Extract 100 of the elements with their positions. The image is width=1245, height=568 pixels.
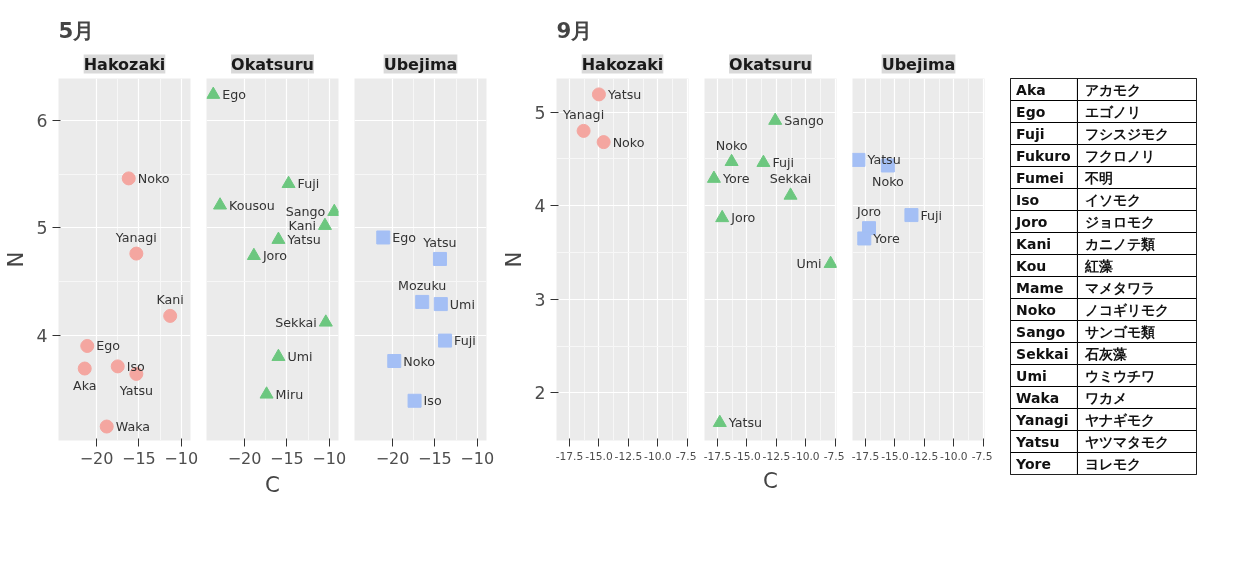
point	[110, 359, 125, 374]
point	[121, 171, 136, 186]
annotation: Iso	[126, 358, 146, 374]
x-tick-label: -15.0	[881, 449, 909, 463]
x-tick-label: -15.0	[733, 449, 761, 463]
point	[163, 308, 178, 323]
point	[715, 209, 730, 223]
x-tick-label: −20	[79, 448, 114, 468]
x-tick-label: -7.5	[675, 449, 697, 463]
point	[596, 135, 611, 150]
x-tick-label: -10.0	[644, 449, 672, 463]
text: Fuji	[1016, 125, 1045, 142]
annotation: Miru	[275, 386, 304, 402]
point	[259, 386, 274, 399]
text: イソモク	[1084, 191, 1141, 208]
text: フクロノリ	[1084, 147, 1155, 164]
point	[433, 297, 448, 312]
x-tick-label: −10	[312, 448, 347, 468]
annotation: Ego	[96, 338, 121, 354]
x-tick-label: -10.0	[792, 449, 820, 463]
point	[246, 247, 261, 260]
text: Kou	[1016, 257, 1047, 274]
x-tick-label: −20	[375, 448, 410, 468]
annotation: Ego	[392, 229, 417, 245]
text: Aka	[1016, 81, 1046, 98]
point	[724, 153, 739, 166]
x-tick-label: -17.5	[703, 449, 732, 463]
annotation: Yatsu	[606, 86, 642, 102]
y-tick-label: 4	[36, 325, 48, 346]
y-tick-label: 4	[534, 196, 546, 217]
text: サンゴモ類	[1084, 323, 1155, 340]
text: Sango	[1016, 323, 1066, 340]
annotation: Kousou	[229, 197, 275, 213]
annotation: Yatsu	[866, 152, 901, 168]
annotation: Noko	[403, 353, 436, 369]
y-axis-title: N	[501, 251, 527, 268]
x-tick-label: -15.0	[585, 449, 613, 463]
text: カニノテ類	[1084, 235, 1155, 252]
point	[206, 86, 221, 99]
text: Noko	[1016, 301, 1056, 318]
text: Umi	[1016, 367, 1047, 384]
text: ヤナギモク	[1084, 411, 1155, 428]
x-tick-label: -12.5	[762, 449, 791, 463]
annotation: Yatsu	[286, 232, 321, 248]
annotation: Noko	[871, 174, 905, 190]
text: Joro	[1016, 213, 1048, 230]
point	[756, 154, 771, 167]
point	[213, 197, 228, 210]
annotation: Yore	[721, 171, 750, 187]
annotation: Joro	[730, 210, 756, 226]
point	[591, 87, 606, 102]
annotation: Joro	[855, 204, 882, 220]
point	[857, 231, 872, 246]
point	[904, 208, 919, 223]
point	[432, 251, 447, 266]
text: Ego	[1016, 103, 1046, 120]
text: ヤツマタモク	[1084, 433, 1169, 450]
x-tick-label: −15	[270, 448, 304, 468]
x-axis-title: C	[763, 467, 778, 493]
x-tick-label: −10	[164, 448, 199, 468]
text: Yatsu	[1016, 433, 1060, 450]
text: ジョロモク	[1084, 213, 1155, 230]
point	[376, 230, 391, 245]
annotation: Kani	[288, 218, 316, 234]
text: ノコギリモク	[1084, 301, 1169, 318]
annotation: Fuji	[454, 333, 476, 349]
annotation: Yatsu	[422, 234, 457, 250]
x-axis-title: C	[265, 471, 280, 497]
annotation: Mozuku	[398, 277, 447, 293]
text: Fukuro	[1016, 147, 1071, 164]
chart-subtitle: Ubejima	[383, 54, 458, 74]
point	[317, 217, 332, 230]
point	[271, 348, 286, 361]
annotation: Umi	[449, 296, 475, 312]
point	[823, 255, 837, 268]
text: Fumei	[1016, 169, 1064, 186]
chart-subtitle: Hakozaki	[581, 54, 664, 74]
point	[768, 112, 783, 125]
text: Mame	[1016, 279, 1064, 296]
chart-subtitle: Okatsuru	[231, 54, 314, 74]
point	[129, 246, 144, 261]
text: Iso	[1016, 191, 1040, 208]
y-axis-title: N	[3, 251, 29, 268]
annotation: Sekkai	[769, 171, 812, 187]
x-tick-label: −20	[227, 448, 262, 468]
point	[783, 187, 798, 200]
annotation: Yore	[872, 230, 900, 246]
text: Kani	[1016, 235, 1052, 252]
text: 石灰藻	[1084, 345, 1127, 362]
text: エゴノリ	[1084, 103, 1141, 120]
x-tick-label: -12.5	[910, 449, 939, 463]
text: Waka	[1016, 389, 1060, 406]
annotation: Sango	[784, 113, 825, 129]
annotation: Iso	[423, 393, 442, 409]
text: マメタワラ	[1084, 279, 1155, 296]
point	[318, 314, 333, 327]
point	[712, 414, 727, 427]
point	[271, 231, 286, 244]
text: Sekkai	[1016, 345, 1069, 362]
annotation: Yanagi	[562, 106, 605, 122]
